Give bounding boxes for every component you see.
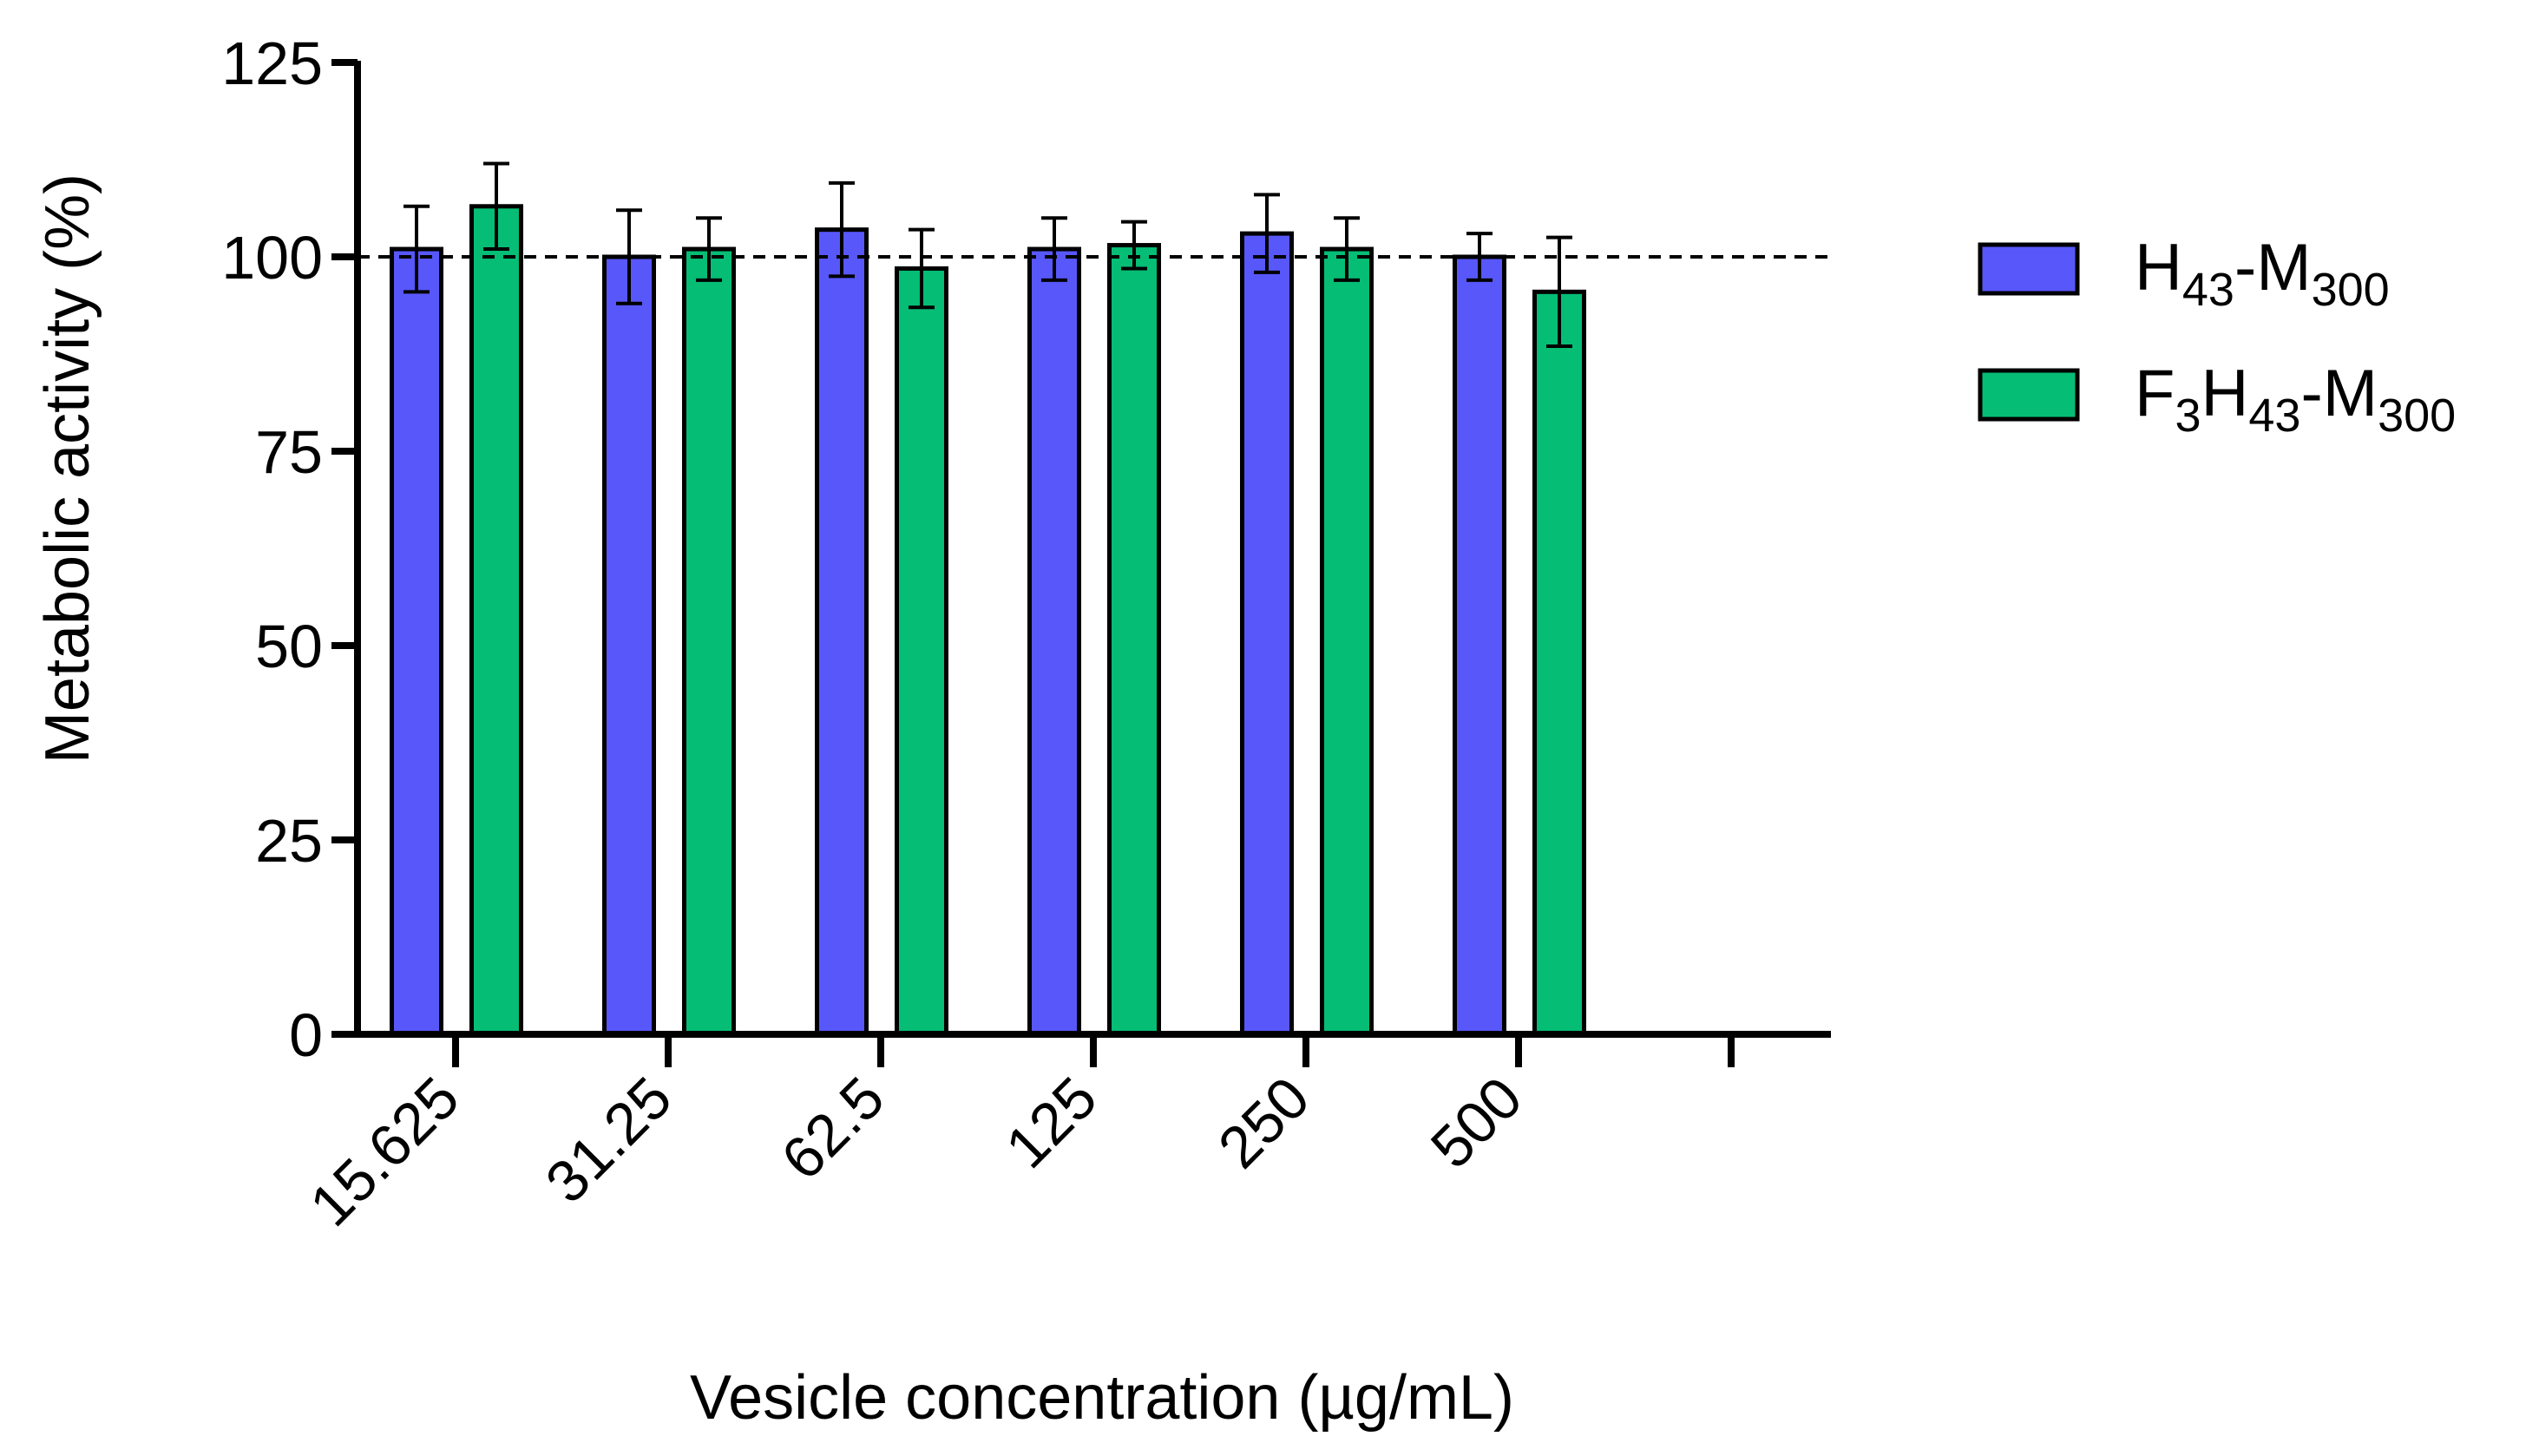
y-tick-label: 50 (255, 613, 323, 680)
bar (895, 266, 948, 1037)
bar (1107, 243, 1161, 1037)
legend-swatch (1978, 242, 2080, 296)
axes (354, 61, 1831, 1038)
y-ticks: 0 25 50 75 100 125 (221, 30, 358, 1069)
bar (390, 246, 443, 1037)
y-tick-label: 125 (221, 30, 323, 97)
x-tick-label: 500 (1419, 1065, 1535, 1181)
bar (1532, 289, 1586, 1037)
legend-label: H43-M300 (2135, 231, 2390, 316)
y-axis-label: Metabolic activity (%) (33, 174, 102, 764)
x-tick-label: 31.25 (534, 1065, 685, 1216)
y-tick-label: 75 (255, 418, 323, 486)
y-tick-label: 25 (255, 807, 323, 875)
bar (1453, 254, 1506, 1037)
x-tick-label: 62.5 (769, 1065, 896, 1192)
bar (815, 227, 869, 1037)
y-tick-label: 0 (289, 1001, 323, 1069)
x-tick-label: 250 (1206, 1065, 1322, 1181)
legend: H43-M300 F3H43-M300 (1978, 231, 2456, 442)
x-axis-label: Vesicle concentration (µg/mL) (690, 1363, 1514, 1433)
x-ticks: 15.625 31.25 62.5 125 250 500 (298, 1034, 1735, 1239)
bars-layer (390, 204, 1586, 1037)
bar (682, 246, 736, 1037)
x-tick-label: 15.625 (298, 1065, 472, 1239)
y-tick-label: 100 (221, 224, 323, 292)
bar (1240, 231, 1294, 1037)
bar (1320, 246, 1374, 1037)
bar (602, 254, 656, 1037)
legend-swatch (1978, 368, 2080, 422)
error-bars-layer (403, 161, 1572, 349)
bar (469, 204, 523, 1037)
x-tick-label: 125 (994, 1065, 1110, 1181)
bar (1027, 246, 1081, 1037)
legend-label: F3H43-M300 (2135, 357, 2456, 442)
